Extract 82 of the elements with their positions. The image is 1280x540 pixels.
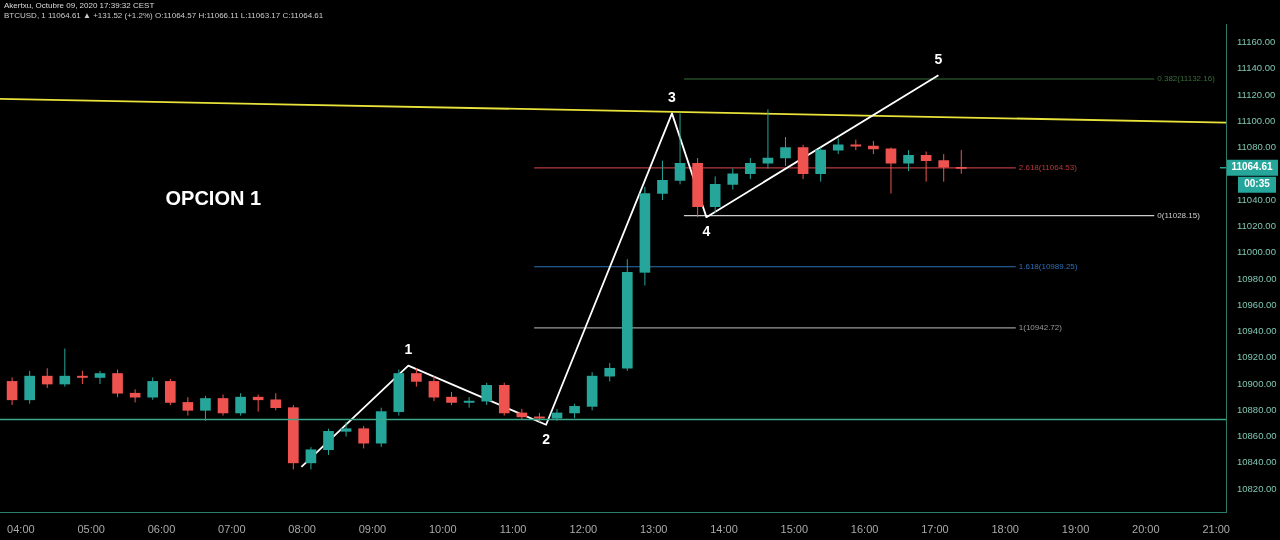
y-tick-label: 10940.00 [1237,325,1277,337]
candlestick [340,421,352,438]
series-label: 1(10942.72) [1018,323,1063,333]
x-tick-label: 06:00 [147,523,176,536]
x-tick-label: 14:00 [710,523,738,536]
candlestick [657,160,668,201]
x-tick-label: 21:00 [1202,523,1230,536]
series-label: 2.618(11064.53) [1018,163,1078,173]
y-tick-label: 10920.00 [1237,351,1277,363]
series-label: 1.618(10989.25) [1018,261,1078,271]
y-tick-label: 10900.00 [1237,377,1277,389]
x-tick-label: 04:00 [7,523,35,536]
y-tick-label: 10840.00 [1237,456,1277,468]
series-label: 0.382(11132.16) [1157,74,1216,84]
y-tick-label: 11160.00 [1237,36,1276,48]
y-tick-label: 10860.00 [1237,430,1277,442]
annotation: 3 [668,89,677,106]
y-tick-label: 11000.00 [1237,246,1276,258]
x-tick-label: 10:00 [428,523,457,536]
candlestick [147,376,159,401]
y-tick-label: 10980.00 [1237,272,1277,284]
candlestick [498,382,510,417]
y-tick-label: 11120.00 [1237,88,1276,100]
x-tick-label: 18:00 [991,523,1019,536]
y-tick-label: 10880.00 [1237,403,1277,415]
x-tick-label: 11:00 [499,523,527,536]
candlestick [938,153,950,183]
candlestick [112,369,123,398]
annotation: 5 [934,51,943,68]
x-tick-label: 20:00 [1132,523,1160,536]
y-tick-label: 10960.00 [1237,298,1277,310]
annotation: 4 [702,223,711,240]
candlestick [955,149,967,175]
y-tick-label: 11100.00 [1237,114,1276,126]
candlestick [569,403,580,419]
candlestick [375,407,387,448]
ref-line-label: 11064.61 [1231,161,1274,173]
candlestick [270,392,282,411]
candlestick [692,157,703,218]
candlestick [709,175,721,214]
x-tick-label: 17:00 [921,523,949,536]
annotation: OPCION 1 [165,187,262,210]
x-tick-label: 19:00 [1061,523,1090,536]
candlestick [815,147,826,183]
annotation: 1 [404,341,413,358]
x-tick-label: 05:00 [77,523,105,536]
candlestick [358,425,369,449]
x-tick-label: 12:00 [569,523,598,536]
candlestick [235,392,246,417]
x-tick-label: 15:00 [780,523,809,536]
series-label: 0(11028.15) [1157,210,1201,220]
x-tick-label: 07:00 [218,523,246,536]
candlestick [164,378,176,406]
candlestick [780,136,791,167]
x-tick-label: 08:00 [288,523,316,536]
chart-subtitle: BTCUSD, 1 11064.61 ▲ +131.52 (+1.2%) O:11064.57 H:11066.11 L:11063.17 C:11064.61 [4,11,324,21]
annotation: 2 [542,430,551,447]
candlestick [77,370,88,385]
candlestick [903,149,914,172]
candlestick [534,412,545,423]
text: 00:35 [1244,178,1271,190]
candlestick [446,391,457,406]
y-tick-label: 11140.00 [1237,62,1276,74]
x-tick-label: 13:00 [639,523,668,536]
x-tick-label: 16:00 [850,523,879,536]
y-tick-label: 11020.00 [1237,219,1276,231]
candlestick [24,370,35,405]
candlestick [745,157,756,180]
y-tick-label: 11040.00 [1237,193,1276,205]
candlestick [288,404,299,470]
candlestick [850,139,862,151]
x-tick-label: 09:00 [358,523,387,536]
y-tick-label: 11080.00 [1237,141,1276,153]
candlestick [621,258,633,372]
candlestick [481,382,493,406]
candlestick [727,168,739,191]
candlestick [411,367,422,388]
candlestick [393,369,405,417]
y-tick-label: 10820.00 [1237,482,1277,494]
candlestick [323,428,334,456]
candlestick [200,395,211,422]
chart-title: Akertxu, Octubre 09, 2020 17:39:32 CEST [4,1,156,11]
